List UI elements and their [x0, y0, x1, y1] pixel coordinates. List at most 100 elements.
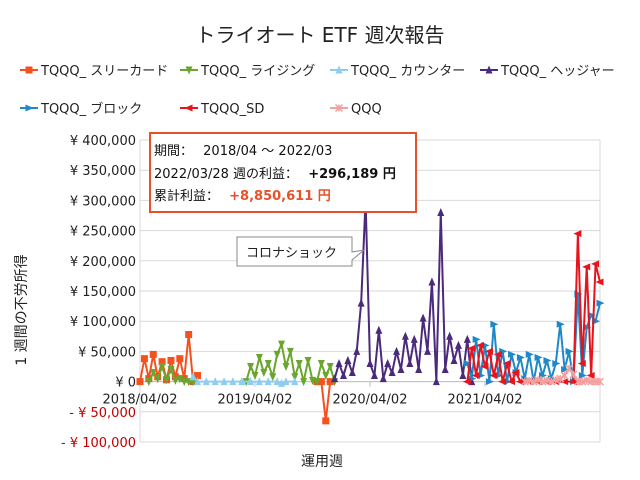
- data-point: [441, 365, 449, 374]
- data-point: [595, 377, 605, 386]
- data-point: [348, 368, 356, 377]
- data-point: [583, 323, 592, 331]
- data-point: [282, 363, 290, 371]
- series-line: [139, 333, 199, 383]
- series-5: [462, 230, 604, 386]
- legend-marker: [334, 103, 344, 113]
- data-point: [508, 350, 517, 358]
- data-point: [507, 378, 516, 386]
- legend-item: TQQQ_ スリーカード: [20, 64, 168, 79]
- data-point: [158, 358, 166, 366]
- series-layer: [136, 195, 605, 425]
- legend-label: TQQQ_ スリーカード: [40, 64, 168, 79]
- data-point: [295, 359, 303, 368]
- data-point: [525, 350, 534, 358]
- data-point: [339, 371, 347, 380]
- x-tick-label: 2019/04/02: [218, 393, 293, 408]
- data-point: [410, 334, 418, 343]
- data-point: [596, 299, 605, 307]
- data-point: [428, 277, 436, 286]
- legend-item: TQQQ_ ブロック: [20, 101, 142, 117]
- data-point: [462, 378, 471, 386]
- legend-label: TQQQ_ ヘッジャー: [500, 64, 615, 79]
- data-point: [446, 331, 454, 340]
- data-point: [415, 365, 423, 374]
- callout-text: コロナショック: [246, 246, 337, 261]
- data-point: [450, 355, 458, 364]
- data-point: [282, 377, 290, 386]
- x-tick-label: 2020/04/02: [333, 393, 408, 408]
- legend-label: TQQQ_ ブロック: [40, 101, 142, 117]
- y-tick-label: ¥ 50,000: [78, 345, 136, 360]
- y-tick-label: ¥ 0: [115, 376, 136, 391]
- data-point: [264, 359, 272, 368]
- data-point: [335, 358, 343, 367]
- data-point: [247, 363, 255, 371]
- y-tick-label: ¥ 250,000: [70, 225, 136, 240]
- data-point: [202, 377, 210, 386]
- data-point: [401, 331, 409, 340]
- period-value: 2018/04 ～ 2022/03: [203, 144, 332, 159]
- data-point: [490, 320, 499, 328]
- data-point: [424, 346, 431, 355]
- data-point: [317, 378, 325, 386]
- data-point: [463, 359, 472, 367]
- x-axis-label: 運用週: [301, 454, 343, 470]
- data-point: [595, 278, 604, 286]
- series-6: [520, 364, 605, 386]
- data-point: [247, 377, 255, 386]
- data-point: [171, 376, 179, 385]
- legend-item: TQQQ_ ヘッジャー: [480, 64, 615, 79]
- data-point: [255, 353, 263, 362]
- data-point: [493, 350, 502, 358]
- data-point: [502, 359, 511, 367]
- data-point: [534, 375, 543, 384]
- data-point: [432, 377, 440, 386]
- legend: TQQQ_ スリーカード TQQQ_ ライジング TQQQ_ カウンター TQQQ_ …: [20, 64, 615, 117]
- data-point: [547, 377, 556, 386]
- data-point: [484, 347, 493, 355]
- data-point: [534, 353, 543, 361]
- summary-box: 期間： 2018/04 ～ 2022/03 2022/03/28 週の利益： +…: [149, 132, 417, 213]
- data-point: [357, 298, 365, 307]
- data-point: [176, 375, 184, 384]
- data-point: [498, 378, 507, 386]
- data-point: [255, 377, 263, 386]
- data-point: [406, 358, 414, 367]
- period-label: 期間：: [154, 144, 193, 159]
- data-point: [565, 364, 574, 373]
- series-2: [189, 372, 299, 387]
- callout-shape: [236, 236, 366, 267]
- data-point: [149, 369, 157, 378]
- data-point: [529, 377, 538, 386]
- legend-marker: [485, 65, 493, 74]
- data-point: [300, 378, 308, 387]
- data-point: [569, 370, 578, 379]
- data-point: [375, 325, 383, 334]
- data-point: [459, 371, 467, 380]
- legend-item: TQQQ_SD: [180, 102, 264, 117]
- x-axis: 2018/04/02 2019/04/02 2020/04/02 2021/04/02: [103, 381, 522, 408]
- data-point: [582, 263, 591, 271]
- data-point: [388, 368, 396, 377]
- legend-label: QQQ: [351, 102, 382, 117]
- legend-item: QQQ: [330, 102, 382, 117]
- series-line: [333, 199, 473, 383]
- svg-text:累計利益： +8,850,611 円: 累計利益： +8,850,611 円: [154, 188, 331, 204]
- data-point: [176, 355, 184, 363]
- data-point: [353, 346, 361, 355]
- legend-marker: [184, 104, 193, 112]
- svg-text:2022/03/28 週の利益： +296,18: 2022/03/28 週の利益： +296,189 円: [154, 167, 396, 182]
- data-point: [194, 372, 201, 380]
- data-point: [163, 376, 171, 385]
- data-point: [463, 334, 471, 343]
- data-point: [211, 377, 219, 386]
- data-point: [384, 358, 392, 367]
- y-tick-label: ¥ 350,000: [70, 164, 136, 179]
- series-3: [331, 195, 476, 386]
- data-point: [286, 347, 294, 356]
- total-value: +8,850,611 円: [229, 189, 331, 204]
- data-point: [140, 355, 148, 363]
- data-point: [313, 378, 321, 387]
- series-line: [466, 232, 601, 383]
